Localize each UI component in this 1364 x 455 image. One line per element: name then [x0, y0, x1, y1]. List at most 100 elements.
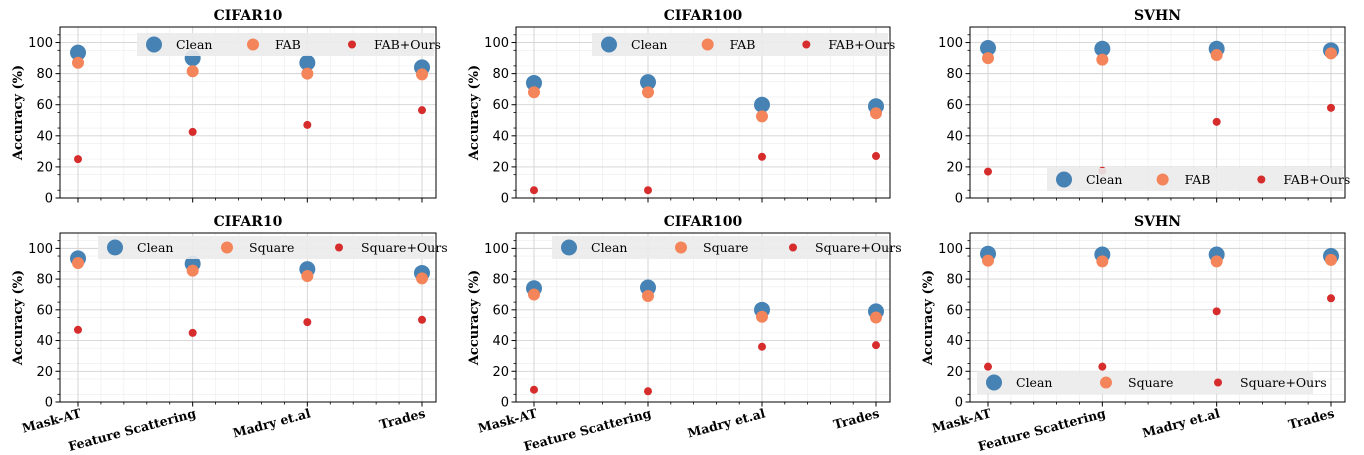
chart-1-point-ours [758, 152, 766, 161]
chart-4-point-attack [870, 311, 882, 324]
chart-4-legend-marker-clean [561, 239, 577, 256]
chart-0-y-tick-label: 40 [36, 129, 53, 144]
chart-4-y-tick-label: 20 [492, 365, 509, 380]
chart-1-point-clean [754, 96, 770, 113]
chart-3-legend-marker-attack [221, 241, 233, 254]
chart-1-title: CIFAR100 [664, 8, 743, 24]
chart-0-point-attack [301, 67, 314, 80]
chart-4-legend-label-attack: Square [703, 240, 748, 255]
chart-4-legend-box [552, 236, 888, 259]
chart-4-y-tick-label: 40 [492, 334, 509, 349]
chart-2-legend-label-ours: FAB+Ours [1283, 172, 1350, 187]
chart-4-legend-marker-attack [675, 241, 687, 254]
chart-2-point-attack [1325, 47, 1337, 60]
chart-2-y-tick-label: 100 [938, 36, 963, 51]
chart-0-legend-marker-attack [247, 38, 259, 51]
chart-0-y-axis-label: Accuracy (%) [11, 65, 26, 161]
chart-0-point-attack [72, 56, 84, 69]
chart-1-point-clean [640, 74, 656, 91]
chart-3-point-ours [74, 325, 82, 334]
chart-0-legend-marker-ours [348, 40, 356, 49]
chart-3-point-attack [186, 264, 199, 277]
chart-0-y-tick-label: 20 [36, 160, 53, 175]
chart-5-legend-marker-clean [986, 374, 1002, 391]
chart-2-legend-marker-ours [1257, 175, 1266, 184]
chart-4-point-ours [872, 341, 880, 350]
chart-4-title: CIFAR100 [664, 214, 743, 230]
chart-1-legend-box [592, 33, 888, 56]
chart-2-legend-box [1047, 168, 1343, 191]
chart-1-y-tick-label: 0 [501, 192, 509, 207]
chart-5-legend-label-clean: Clean [1016, 375, 1052, 390]
chart-1-legend-label-attack: FAB [730, 37, 756, 52]
chart-4-point-ours [758, 342, 766, 351]
chart-1-y-tick-label: 100 [484, 36, 509, 51]
chart-1: 0 20 40 60 80 100 CIFAR100 Accuracy (%) Clean FAB… [467, 8, 895, 207]
chart-1-legend-label-clean: Clean [631, 37, 667, 52]
chart-3-point-ours [418, 315, 426, 324]
chart-5-point-attack [982, 254, 994, 267]
chart-1-point-attack [870, 107, 882, 120]
chart-0-y-tick-label: 80 [36, 67, 53, 82]
chart-5-point-attack [1325, 253, 1337, 266]
chart-5-y-tick-label: 100 [938, 242, 963, 257]
chart-0-point-attack [416, 68, 428, 81]
chart-5-point-ours [1212, 307, 1221, 316]
chart-3-point-ours [303, 318, 312, 327]
chart-0-point-clean [299, 54, 316, 71]
chart-3-title: CIFAR10 [214, 214, 283, 230]
chart-5-y-tick-label: 80 [946, 273, 963, 288]
chart-0-title: CIFAR10 [214, 8, 283, 24]
chart-0-point-ours [188, 127, 197, 136]
chart-4-point-ours [644, 387, 652, 396]
chart-4-point-ours [530, 385, 538, 394]
chart-3-y-tick-label: 80 [36, 273, 53, 288]
chart-5-legend-label-ours: Square+Ours [1240, 375, 1327, 390]
chart-3-legend-label-attack: Square [249, 240, 294, 255]
chart-3-point-attack [72, 256, 84, 269]
chart-2-point-attack [1210, 48, 1223, 61]
chart-0-point-clean [70, 44, 86, 61]
chart-0-point-ours [74, 155, 82, 164]
chart-4-legend-marker-ours [789, 243, 797, 252]
chart-1-point-ours [872, 152, 880, 161]
chart-2-legend: Clean FAB FAB+Ours [1047, 168, 1350, 191]
chart-2-legend-marker-clean [1056, 171, 1072, 188]
chart-2-y-tick-label: 20 [946, 160, 963, 175]
chart-1-point-ours [530, 186, 538, 195]
chart-0-point-ours [418, 106, 426, 115]
chart-0-y-tick-label: 0 [45, 192, 53, 207]
chart-1-legend-label-ours: FAB+Ours [828, 37, 895, 52]
chart-4-legend-label-ours: Square+Ours [815, 240, 902, 255]
chart-3-legend-box [98, 236, 434, 259]
chart-1-y-tick-label: 80 [492, 67, 509, 82]
chart-2-legend-label-attack: FAB [1185, 172, 1211, 187]
chart-1-y-tick-label: 40 [492, 129, 509, 144]
chart-2-point-ours [984, 167, 992, 176]
chart-2-legend-label-clean: Clean [1086, 172, 1122, 187]
chart-2-y-tick-label: 0 [955, 192, 963, 207]
chart-0-legend-box [137, 33, 434, 56]
chart-3-y-tick-label: 20 [36, 365, 53, 380]
chart-1-point-attack [756, 110, 768, 123]
chart-3-legend-marker-ours [335, 243, 343, 252]
chart-4-point-attack [642, 289, 654, 302]
chart-5-point-ours [1098, 362, 1107, 371]
chart-4-y-tick-label: 60 [492, 303, 509, 318]
chart-5-y-tick-label: 40 [946, 334, 963, 349]
chart-2-y-tick-label: 60 [946, 98, 963, 113]
chart-5-y-tick-label: 0 [955, 396, 963, 411]
chart-5-point-attack [1210, 255, 1223, 268]
chart-5-legend: Clean Square Square+Ours [977, 371, 1327, 394]
chart-0-legend: Clean FAB FAB+Ours [137, 33, 441, 56]
chart-3-legend: Clean Square Square+Ours [98, 236, 448, 259]
chart-5-title: SVHN [1134, 214, 1181, 230]
chart-5-legend-marker-attack [1100, 376, 1112, 389]
chart-3-point-attack [301, 270, 314, 283]
chart-1-y-tick-label: 20 [492, 160, 509, 175]
chart-4-x-tick-label: Madry et.al [686, 405, 767, 440]
chart-1-point-attack [528, 86, 540, 99]
chart-2-point-clean [1094, 40, 1111, 57]
chart-1-y-axis-label: Accuracy (%) [467, 65, 482, 161]
